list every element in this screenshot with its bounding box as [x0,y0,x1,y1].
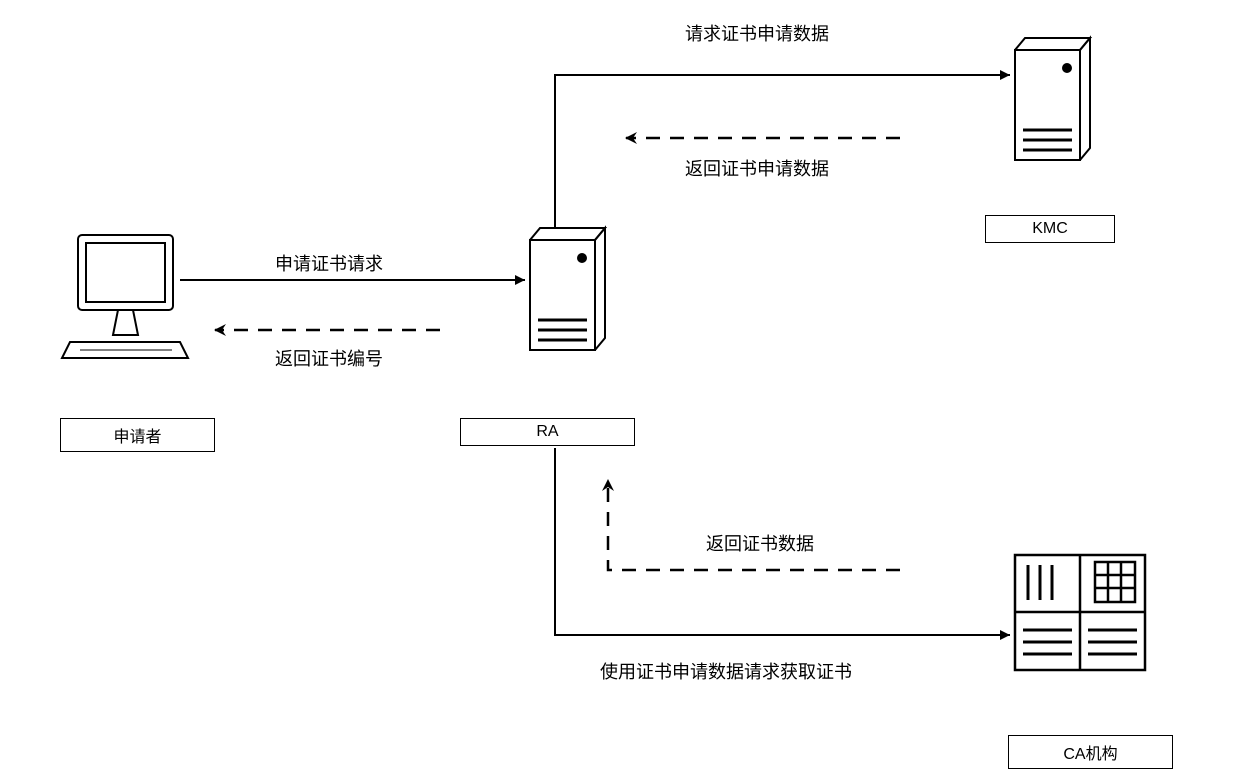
edge-ca-to-ra [608,480,900,570]
node-label-applicant: 申请者 [60,418,215,452]
node-label-ca-text: CA机构 [1063,746,1117,763]
node-label-ca: CA机构 [1008,735,1173,769]
server-icon-kmc [1015,38,1090,160]
edge-label-e4-text: 返回证书申请数据 [685,159,829,179]
edge-label-e3-text: 请求证书申请数据 [685,24,829,44]
rack-icon-ca [1015,555,1145,670]
edge-label-e2: 返回证书编号 [275,345,383,371]
edge-ra-to-kmc [555,75,1010,228]
diagram-root: 申请者 RA KMC CA机构 申请证书请求 返回证书编号 请求证书申请数据 返… [0,0,1240,778]
edge-label-e4: 返回证书申请数据 [685,155,829,181]
edge-label-e6: 返回证书数据 [706,530,814,556]
edge-label-e2-text: 返回证书编号 [275,349,383,369]
node-label-ra-text: RA [536,423,558,440]
node-label-kmc: KMC [985,215,1115,243]
node-label-kmc-text: KMC [1032,220,1068,237]
edge-label-e3: 请求证书申请数据 [685,20,829,46]
edge-label-e5: 使用证书申请数据请求获取证书 [600,658,852,684]
edge-label-e6-text: 返回证书数据 [706,534,814,554]
node-label-ra: RA [460,418,635,446]
edge-label-e5-text: 使用证书申请数据请求获取证书 [600,662,852,682]
server-icon-ra [530,228,605,350]
computer-icon [62,235,188,358]
node-label-applicant-text: 申请者 [113,429,161,446]
edge-label-e1-text: 申请证书请求 [275,254,383,274]
edge-label-e1: 申请证书请求 [275,250,383,276]
